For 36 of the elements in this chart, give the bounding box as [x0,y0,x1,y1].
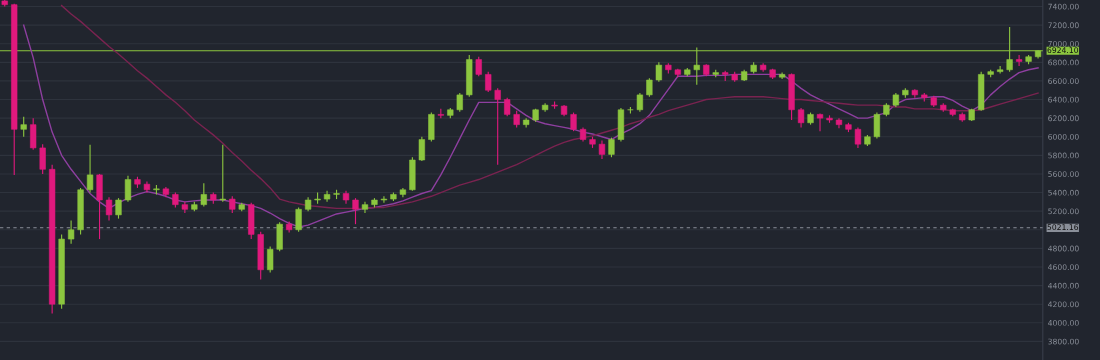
candlestick [655,61,662,83]
candlestick [418,136,425,162]
candlestick [646,77,653,98]
candlestick [854,126,862,149]
candlestick [504,97,511,117]
line-series [60,4,1039,210]
candlestick [485,71,492,93]
candlestick [30,117,37,151]
candlestick [352,197,359,225]
candlestick [39,143,46,175]
candlestick [456,92,463,113]
candlestick [570,112,577,132]
candlestick [797,107,805,128]
candlestick [267,245,274,274]
candlestick [105,196,113,222]
candlestick [20,116,27,138]
candlestick [86,144,94,194]
candlestick [608,137,615,158]
candlestick [816,112,824,132]
candlestick [475,56,482,77]
candlestick [295,206,302,233]
candlestick [873,112,881,140]
line-series [23,24,1039,228]
candlestick [598,139,606,160]
candlestick [636,92,644,113]
candlestick [286,220,293,234]
candlestick [115,197,122,220]
candlestick [143,180,151,194]
candlestick [67,219,75,245]
candlestick [200,182,207,208]
candlestick [124,175,132,203]
candlestick [219,144,226,203]
candlestick [997,65,1004,75]
candlestick [380,195,388,204]
candlestick [1015,54,1023,67]
candlestick [494,87,501,166]
